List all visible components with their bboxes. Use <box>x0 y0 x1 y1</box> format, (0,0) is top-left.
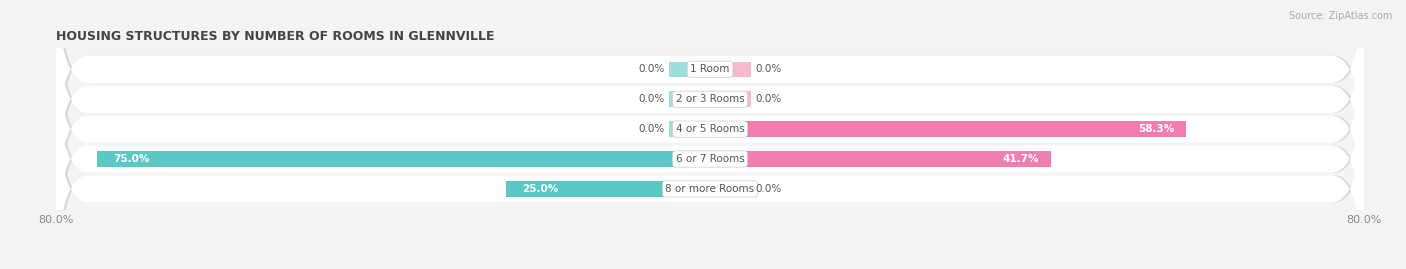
Bar <box>710 151 1050 167</box>
Text: 0.0%: 0.0% <box>638 64 665 74</box>
Text: 0.0%: 0.0% <box>755 94 782 104</box>
Text: 1 Room: 1 Room <box>690 64 730 74</box>
Text: 58.3%: 58.3% <box>1137 124 1174 134</box>
Text: 0.0%: 0.0% <box>638 94 665 104</box>
Text: 0.0%: 0.0% <box>755 64 782 74</box>
Bar <box>710 62 751 77</box>
FancyBboxPatch shape <box>56 83 1364 269</box>
Bar <box>669 62 710 77</box>
Text: 6 or 7 Rooms: 6 or 7 Rooms <box>676 154 744 164</box>
Text: 25.0%: 25.0% <box>522 184 558 194</box>
Bar <box>506 181 710 197</box>
Bar <box>97 151 710 167</box>
Bar <box>669 91 710 107</box>
Bar <box>669 121 710 137</box>
Text: 8 or more Rooms: 8 or more Rooms <box>665 184 755 194</box>
Bar <box>710 121 1187 137</box>
Text: 41.7%: 41.7% <box>1002 154 1039 164</box>
FancyBboxPatch shape <box>56 0 1364 175</box>
FancyBboxPatch shape <box>59 53 1367 265</box>
FancyBboxPatch shape <box>59 23 1367 235</box>
Text: 0.0%: 0.0% <box>638 124 665 134</box>
Text: 2 or 3 Rooms: 2 or 3 Rooms <box>676 94 744 104</box>
FancyBboxPatch shape <box>56 53 1364 265</box>
Bar <box>710 91 751 107</box>
Bar <box>710 181 751 197</box>
Text: 4 or 5 Rooms: 4 or 5 Rooms <box>676 124 744 134</box>
FancyBboxPatch shape <box>56 23 1364 235</box>
FancyBboxPatch shape <box>59 83 1367 269</box>
FancyBboxPatch shape <box>59 0 1367 175</box>
FancyBboxPatch shape <box>56 0 1364 205</box>
Text: HOUSING STRUCTURES BY NUMBER OF ROOMS IN GLENNVILLE: HOUSING STRUCTURES BY NUMBER OF ROOMS IN… <box>56 30 495 43</box>
Text: Source: ZipAtlas.com: Source: ZipAtlas.com <box>1288 11 1392 21</box>
Text: 0.0%: 0.0% <box>755 184 782 194</box>
FancyBboxPatch shape <box>59 0 1367 205</box>
Text: 75.0%: 75.0% <box>114 154 150 164</box>
